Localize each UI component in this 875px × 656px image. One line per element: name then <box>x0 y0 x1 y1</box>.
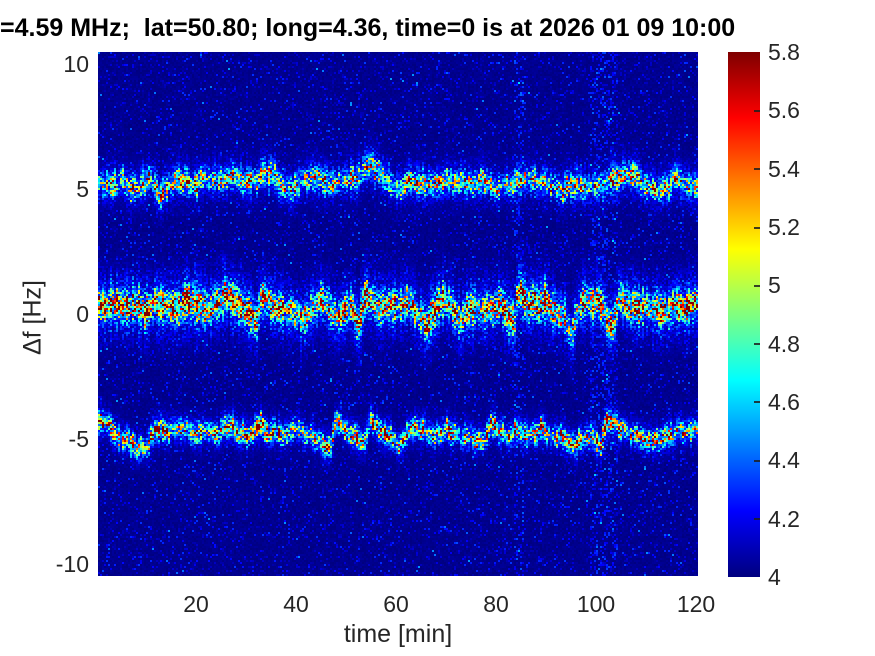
y-tick-label: 10 <box>63 51 89 77</box>
colorbar-tick-label: 4.2 <box>768 505 800 532</box>
x-tick-label: 40 <box>283 591 309 617</box>
x-tick-label: 80 <box>483 591 509 617</box>
chart-title: =4.59 MHz; lat=50.80; long=4.36, time=0 … <box>0 14 736 42</box>
colorbar-tick-label: 4.4 <box>768 447 800 474</box>
colorbar-tick-label: 5.8 <box>768 39 800 65</box>
y-tick-label: 0 <box>76 301 89 327</box>
x-axis-label: time [min] <box>343 620 453 648</box>
y-tick-label: -10 <box>55 551 89 577</box>
spectrogram-canvas <box>98 52 698 576</box>
colorbar-tick-label: 5.2 <box>768 214 800 240</box>
x-tick-label: 20 <box>183 591 209 617</box>
colorbar-canvas <box>728 52 760 577</box>
x-tick-label: 100 <box>576 591 616 617</box>
colorbar-tick-label: 5.4 <box>768 155 800 182</box>
y-tick-label: 5 <box>76 176 89 202</box>
colorbar-tick-label: 4.8 <box>768 330 800 357</box>
colorbar-tick-label: 5 <box>768 272 781 299</box>
x-tick-label: 60 <box>383 591 409 617</box>
y-tick-label: -5 <box>68 426 89 452</box>
colorbar-tick-label: 5.6 <box>768 97 800 124</box>
colorbar-tick-label: 4.6 <box>768 389 800 415</box>
x-tick-label: 120 <box>676 591 716 617</box>
colorbar-tick-label: 4 <box>768 564 781 590</box>
